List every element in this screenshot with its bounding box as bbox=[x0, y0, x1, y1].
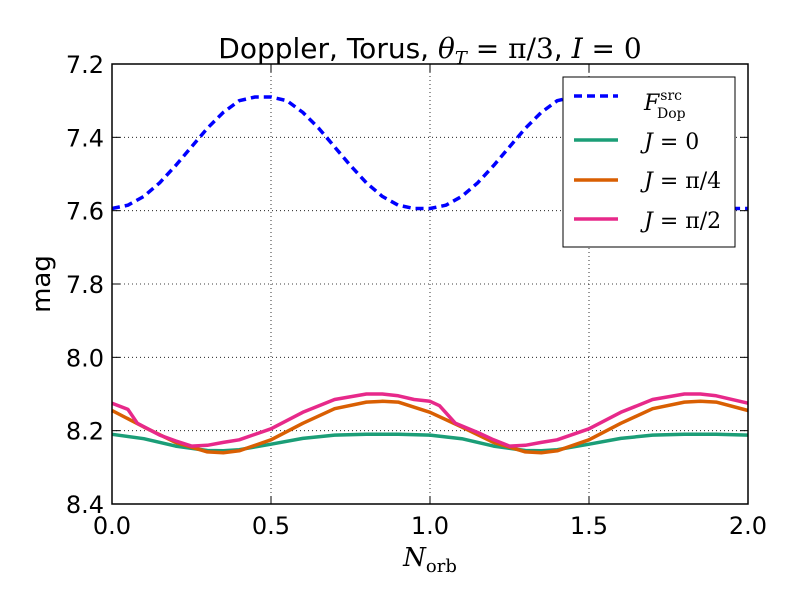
y-tick-label: 8.4 bbox=[66, 491, 104, 519]
x-tick-label: 1.5 bbox=[570, 512, 608, 540]
y-tick-label: 7.8 bbox=[66, 271, 104, 299]
y-tick-label: 7.6 bbox=[66, 198, 104, 226]
legend-j0-symbol: J bbox=[640, 130, 654, 155]
y-axis-label: mag bbox=[27, 255, 57, 313]
series-fdop-line bbox=[111, 95, 748, 211]
title-theta-value: = π/3 bbox=[467, 32, 554, 65]
x-tick-label: 0.0 bbox=[93, 512, 131, 540]
y-tick-label: 7.4 bbox=[66, 124, 104, 152]
y-tick-labels: 7.2 7.4 7.6 7.8 8.0 8.2 8.4 bbox=[66, 51, 104, 519]
x-tick-labels: 0.0 0.5 1.0 1.5 2.0 bbox=[93, 512, 767, 540]
y-tick-label: 7.2 bbox=[66, 51, 104, 79]
x-axis-label-symbol: N bbox=[402, 543, 427, 573]
grid bbox=[112, 64, 748, 504]
series-jpi2-line bbox=[111, 392, 749, 448]
x-tick-label: 0.5 bbox=[252, 512, 290, 540]
legend-jpi4-symbol: J bbox=[640, 169, 654, 194]
x-axis-label-sub: orb bbox=[426, 556, 457, 577]
legend-jpi4-value: = π/4 bbox=[653, 169, 721, 194]
title-separator: , bbox=[554, 32, 572, 65]
x-tick-label: 2.0 bbox=[729, 512, 767, 540]
legend-j0-value: = 0 bbox=[653, 130, 699, 155]
x-axis-label: Norb bbox=[402, 543, 457, 577]
series-jpi4-line bbox=[111, 399, 749, 455]
legend: Fsrc Dop J = 0 J = π/4 J = π/2 bbox=[562, 76, 736, 248]
legend-fdop-symbol: F bbox=[643, 91, 660, 116]
legend-label-jpi4: J = π/4 bbox=[640, 169, 721, 194]
legend-label-fdop: Fsrc Dop bbox=[643, 88, 686, 122]
legend-fdop-sup: src bbox=[660, 88, 682, 104]
legend-label-jpi2: J = π/2 bbox=[640, 209, 721, 234]
legend-jpi2-value: = π/2 bbox=[653, 209, 721, 234]
title-theta: θ bbox=[438, 32, 455, 65]
legend-fdop-sub: Dop bbox=[657, 106, 686, 122]
y-tick-label: 8.2 bbox=[66, 418, 104, 446]
legend-swatches bbox=[574, 94, 618, 221]
x-tick-label: 1.0 bbox=[411, 512, 449, 540]
ticks bbox=[111, 63, 749, 505]
legend-jpi2-symbol: J bbox=[640, 209, 654, 234]
series-layer bbox=[111, 95, 749, 455]
title-i: I bbox=[571, 32, 584, 65]
title-i-value: = 0 bbox=[583, 32, 642, 65]
y-tick-label: 8.0 bbox=[66, 344, 104, 372]
title-prefix: Doppler, Torus, bbox=[218, 32, 438, 65]
chart-title: Doppler, Torus, θT = π/3, I = 0 bbox=[218, 32, 641, 69]
legend-label-j0: J = 0 bbox=[640, 130, 699, 155]
